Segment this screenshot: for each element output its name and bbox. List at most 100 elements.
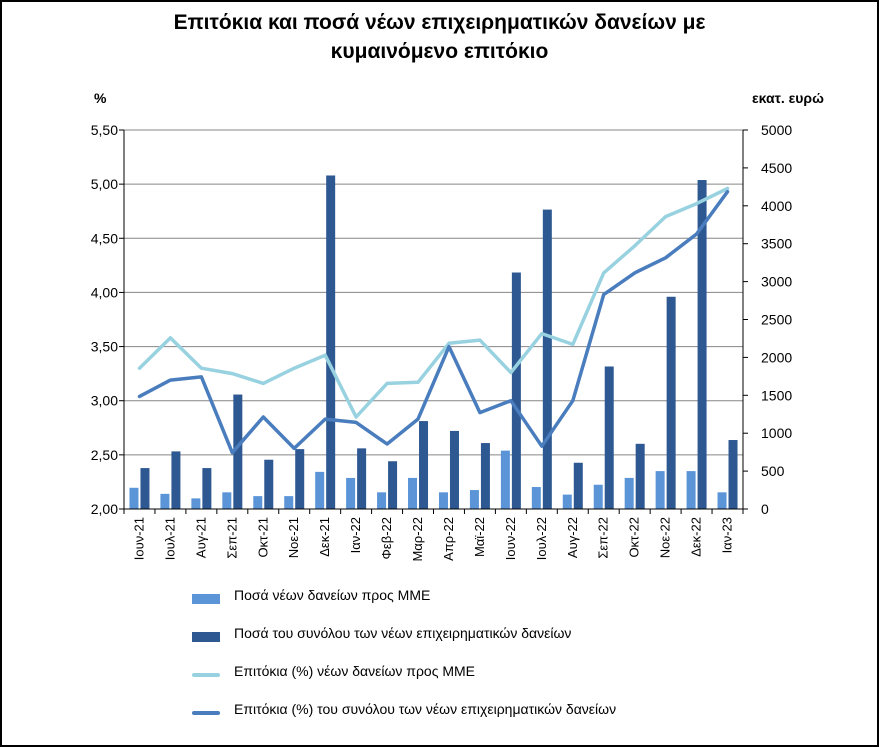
legend-label-total-amount: Ποσά του συνόλου των νέων επιχειρηματικώ… bbox=[234, 625, 572, 641]
line-series bbox=[137, 186, 730, 455]
right-axis-tick-label: 4000 bbox=[761, 198, 792, 214]
bar-sme-amount bbox=[191, 498, 201, 509]
left-axis-ticks: 5,50 5,00 4,50 4,00 3,50 3,00 2,50 2,00 bbox=[91, 122, 124, 517]
right-axis-unit-label: εκατ. ευρώ bbox=[752, 90, 824, 106]
left-axis-tick-label: 2,00 bbox=[91, 501, 118, 517]
bar-total-amount bbox=[697, 180, 707, 509]
bar-sme-amount bbox=[346, 477, 356, 509]
x-axis-tick-label: Σεπ-22 bbox=[596, 517, 611, 559]
right-axis-tick-label: 3500 bbox=[761, 236, 792, 252]
bar-total-amount bbox=[419, 421, 429, 509]
bar-sme-amount bbox=[284, 496, 294, 509]
x-axis-tick-label: Νοε-22 bbox=[658, 517, 673, 558]
bar-sme-amount bbox=[593, 484, 603, 509]
left-axis-tick-label: 3,50 bbox=[91, 339, 118, 355]
bar-total-amount bbox=[728, 440, 738, 509]
x-axis-tick-label: Νοε-21 bbox=[286, 517, 301, 558]
right-axis-tick-label: 5000 bbox=[761, 122, 792, 138]
bar-total-amount bbox=[604, 366, 614, 509]
gridlines bbox=[124, 129, 743, 510]
bar-sme-amount bbox=[500, 450, 510, 509]
legend-swatch-sme-rate bbox=[192, 673, 220, 677]
x-axis-tick-label: Ιαν-22 bbox=[348, 517, 363, 553]
right-axis-tick-label: 2000 bbox=[761, 349, 792, 365]
chart-legend: Ποσά νέων δανείων προς ΜΜΕ Ποσά του συνό… bbox=[192, 585, 792, 737]
bar-total-amount bbox=[202, 468, 212, 509]
bar-total-amount bbox=[573, 462, 583, 509]
bar-total-amount bbox=[326, 175, 336, 510]
legend-swatch-total-rate bbox=[192, 711, 220, 715]
bar-sme-amount bbox=[469, 490, 479, 509]
bar-sme-amount bbox=[624, 477, 634, 509]
chart-title-line-1: Επιτόκια και ποσά νέων επιχειρηματικών δ… bbox=[173, 11, 706, 34]
bar-sme-amount bbox=[377, 492, 387, 509]
x-axis-tick-label: Σεπ-21 bbox=[224, 517, 239, 559]
x-axis-tick-label: Οκτ-21 bbox=[255, 517, 270, 558]
x-axis-ticks: Ιουν-21 Ιουλ-21 Αυγ-21 Σεπ-21 Οκτ-21 Νοε-21 Δε… bbox=[123, 509, 744, 562]
bar-total-amount bbox=[635, 443, 645, 509]
legend-swatch-sme-amount bbox=[192, 594, 220, 604]
line-sme-rate bbox=[137, 186, 730, 419]
bar-total-amount bbox=[388, 461, 398, 509]
line-total-rate bbox=[137, 189, 730, 455]
x-axis-tick-label: Ιουν-22 bbox=[503, 517, 518, 560]
bar-sme-amount bbox=[222, 492, 232, 509]
legend-item-total-amount: Ποσά του συνόλου των νέων επιχειρηματικώ… bbox=[192, 623, 792, 661]
bar-sme-amount bbox=[686, 471, 696, 509]
x-axis-tick-label: Ιουν-21 bbox=[131, 517, 146, 560]
left-axis-tick-label: 5,00 bbox=[91, 176, 118, 192]
x-axis-tick-label: Αυγ-22 bbox=[565, 517, 580, 558]
right-axis-tick-label: 2500 bbox=[761, 312, 792, 328]
bar-series bbox=[129, 175, 738, 510]
bar-total-amount bbox=[480, 443, 490, 509]
x-axis-tick-label: Οκτ-22 bbox=[627, 517, 642, 558]
bar-total-amount bbox=[357, 448, 367, 509]
bar-total-amount bbox=[171, 451, 181, 509]
bar-total-amount bbox=[542, 209, 552, 509]
bar-sme-amount bbox=[562, 494, 572, 509]
left-axis-tick-label: 4,00 bbox=[91, 284, 118, 300]
chart-title-line-2: κυμαινόμενο επιτόκιο bbox=[330, 40, 549, 63]
x-axis-tick-label: Μαϊ-22 bbox=[472, 517, 487, 557]
bar-sme-amount bbox=[315, 471, 325, 509]
legend-item-sme-amount: Ποσά νέων δανείων προς ΜΜΕ bbox=[192, 585, 792, 623]
right-axis-tick-label: 3000 bbox=[761, 274, 792, 290]
right-axis-tick-label: 500 bbox=[761, 463, 785, 479]
legend-label-sme-amount: Ποσά νέων δανείων προς ΜΜΕ bbox=[234, 587, 431, 603]
x-axis-tick-label: Δεκ-22 bbox=[689, 517, 704, 557]
x-axis-tick-label: Ιαν-23 bbox=[720, 517, 735, 553]
x-axis-tick-label: Μαρ-22 bbox=[410, 517, 425, 562]
left-axis-tick-label: 3,00 bbox=[91, 393, 118, 409]
bar-total-amount bbox=[666, 296, 676, 509]
legend-item-sme-rate: Επιτόκια (%) νέων δανείων προς ΜΜΕ bbox=[192, 661, 792, 699]
right-axis-tick-label: 0 bbox=[761, 501, 769, 517]
x-axis-tick-label: Ιουλ-21 bbox=[162, 517, 177, 560]
left-axis-unit-label: % bbox=[94, 90, 107, 106]
right-axis-tick-label: 1500 bbox=[761, 387, 792, 403]
left-axis-tick-label: 4,50 bbox=[91, 230, 118, 246]
bar-sme-amount bbox=[129, 487, 139, 509]
legend-label-total-rate: Επιτόκια (%) του συνόλου των νέων επιχει… bbox=[234, 701, 617, 717]
bar-sme-amount bbox=[438, 492, 448, 509]
bar-total-amount bbox=[264, 459, 274, 509]
bar-total-amount bbox=[295, 449, 305, 509]
x-axis-tick-label: Αυγ-21 bbox=[193, 517, 208, 558]
x-axis-tick-label: Φεβ-22 bbox=[379, 517, 394, 559]
bar-total-amount bbox=[233, 394, 243, 509]
chart-title: Επιτόκια και ποσά νέων επιχειρηματικών δ… bbox=[0, 8, 879, 66]
right-axis-tick-label: 1000 bbox=[761, 425, 792, 441]
left-axis-tick-label: 2,50 bbox=[91, 447, 118, 463]
x-axis-tick-label: Ιουλ-22 bbox=[534, 517, 549, 560]
bar-sme-amount bbox=[531, 487, 541, 509]
legend-label-sme-rate: Επιτόκια (%) νέων δανείων προς ΜΜΕ bbox=[234, 663, 476, 679]
bar-total-amount bbox=[140, 468, 150, 509]
legend-item-total-rate: Επιτόκια (%) του συνόλου των νέων επιχει… bbox=[192, 699, 792, 737]
bar-sme-amount bbox=[717, 492, 727, 509]
bar-sme-amount bbox=[253, 496, 263, 509]
x-axis-tick-label: Δεκ-21 bbox=[317, 517, 332, 557]
right-axis-tick-label: 4500 bbox=[761, 160, 792, 176]
bar-sme-amount bbox=[655, 471, 665, 509]
